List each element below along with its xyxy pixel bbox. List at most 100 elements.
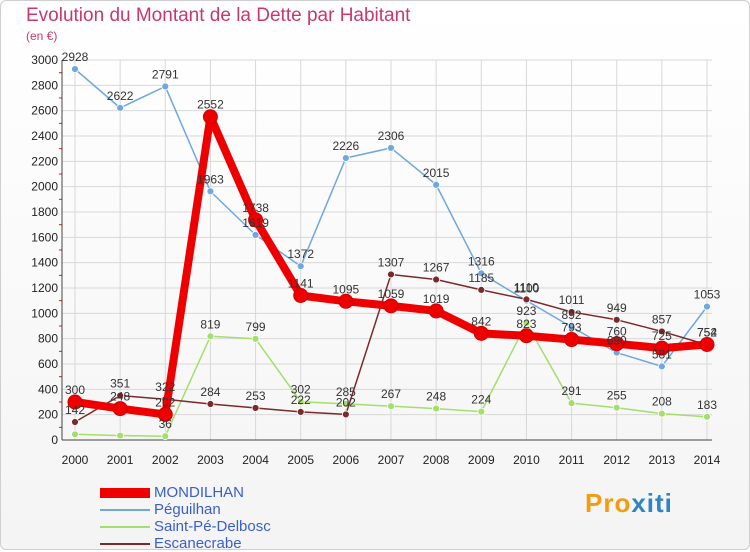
data-label: 581 [652,347,672,361]
data-label: 1100 [514,282,540,296]
x-tick-label: 2004 [242,453,269,467]
y-tick-label: 1200 [31,281,58,295]
data-point [387,402,395,411]
y-tick-label: 400 [38,382,58,396]
y-tick-label: 2400 [31,129,58,143]
data-label: 253 [246,389,266,403]
legend-label: MONDILHAN [154,484,245,501]
data-point [477,269,486,278]
data-label: 183 [697,398,717,412]
data-point [657,327,666,336]
x-tick-label: 2001 [107,453,134,467]
data-point [116,391,125,400]
data-point [248,212,264,228]
data-label: 799 [246,320,266,334]
data-label: 300 [65,383,85,397]
x-tick-label: 2007 [378,453,405,467]
data-point [206,332,215,341]
data-point [564,332,580,348]
data-label: 2552 [197,98,224,112]
data-label: 1011 [559,293,585,307]
data-point [341,154,350,162]
data-label: 202 [336,395,356,409]
data-label: 284 [200,385,220,399]
data-point [567,308,576,316]
data-labels: 300 248 202 2552 1738 1141 1095 1059 1019 842 823 7… [62,50,721,431]
x-tick-label: 2000 [62,453,89,467]
x-tick-label: 2011 [559,453,585,467]
data-point [251,231,260,239]
data-label: 760 [607,325,627,339]
y-tick-label: 1600 [31,230,58,244]
data-label: 2928 [62,50,89,64]
x-tick-label: 2013 [649,453,676,467]
data-point [428,303,444,319]
data-point [567,399,576,408]
data-point [116,431,125,440]
data-label: 202 [155,395,175,409]
x-tick-label: 2003 [197,453,224,467]
data-point [657,362,666,371]
data-point [703,412,711,421]
data-label: 302 [291,383,311,397]
data-label: 36 [159,417,173,431]
data-label: 2015 [423,166,450,180]
logo-part-2: xiti [631,488,673,518]
y-tick-label: 2000 [31,180,58,194]
data-label: 267 [381,387,401,401]
data-label: 2306 [378,129,405,143]
data-point [71,430,79,439]
data-point [71,65,79,74]
data-point [699,336,715,352]
data-label: 1372 [287,247,314,261]
data-label: 208 [652,395,672,409]
legend-swatch [100,487,150,498]
y-tick-label: 600 [38,357,58,371]
data-point [567,323,576,331]
data-point [432,180,441,189]
data-point [612,315,621,324]
data-label: 351 [110,377,130,391]
y-tick-label: 800 [38,332,58,346]
data-point [383,298,399,314]
data-point [296,407,305,416]
x-tick-label: 2008 [423,453,450,467]
y-tick-label: 3000 [31,53,58,67]
data-point [518,328,534,344]
y-tick-label: 1400 [31,256,58,270]
data-label: 1267 [423,261,450,275]
data-label: 892 [562,308,582,322]
data-point [67,394,83,410]
data-point [477,285,486,294]
data-label: 823 [516,317,536,331]
data-point [296,262,305,271]
x-tick-label: 2010 [513,453,540,467]
data-label: 923 [516,304,536,318]
series-group [67,65,715,441]
data-label: 793 [562,321,582,335]
data-point [387,270,395,279]
data-label: 1738 [242,201,269,215]
data-label: 754 [697,325,717,339]
data-point [251,404,260,412]
data-point [206,187,215,196]
data-label: 819 [200,317,220,331]
data-point [157,406,173,422]
data-label: 1963 [197,172,224,186]
legend-label: Saint-Pé-Delbosc [154,518,271,535]
legend-swatch [100,508,150,511]
data-point [473,325,489,341]
data-label: 222 [291,393,311,407]
legend-label: Escanecrabe [154,535,242,552]
data-label: 322 [155,380,175,394]
data-label: 2226 [333,139,360,153]
series-saint-pe-delbosc [71,319,711,441]
data-label: 752 [697,326,717,340]
y-tick-label: 2800 [31,78,58,92]
data-label: 1095 [333,282,360,296]
data-point [387,144,395,152]
y-tick-label: 1800 [31,205,58,219]
legend-swatch [100,542,150,545]
